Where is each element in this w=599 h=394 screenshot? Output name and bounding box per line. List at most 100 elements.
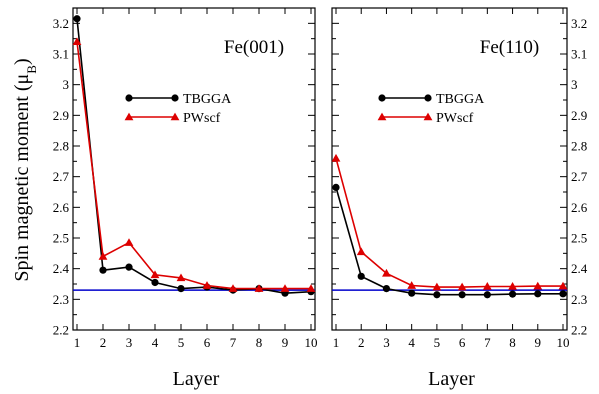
y-tick-label: 2.5 [571,231,587,246]
y-tick-label: 2.9 [53,108,69,123]
y-tick-label: 2.3 [571,292,587,307]
legend-marker-pwscf [170,112,180,121]
y-tick-label: 2.8 [571,139,587,154]
data-point-pwscf [558,281,568,290]
x-tick-label: 3 [126,335,133,350]
data-point-tbgga [559,290,567,298]
y-axis-title: Spin magnetic moment (μB) [11,58,39,281]
data-point-tbgga [458,291,466,299]
series-line-tbgga [335,187,563,296]
data-point-pwscf [356,247,366,256]
y-tick-label: 2.2 [571,323,587,338]
x-tick-label: 7 [484,335,491,350]
series-line-tbgga [76,18,312,295]
legend-marker-pwscf [124,112,134,121]
legend-marker-tbgga [424,94,432,102]
data-point-pwscf [72,37,82,46]
y-tick-label: 2.3 [53,292,69,307]
legend-label-tbgga: TBGGA [183,92,232,107]
x-axis-title: Layer [428,368,475,390]
data-point-pwscf [533,281,543,290]
data-point-pwscf [228,284,238,292]
data-point-tbgga [332,183,340,191]
data-point-pwscf [331,153,341,162]
data-point-pwscf [508,282,517,290]
y-tick-label: 2.7 [53,169,70,184]
legend-label-pwscf: PWscf [183,111,221,126]
data-point-pwscf [457,282,467,291]
data-point-pwscf [98,252,108,260]
data-point-pwscf [280,284,290,292]
data-point-tbgga [125,263,133,271]
y-tick-label: 3 [571,77,578,92]
data-point-tbgga [408,289,416,297]
x-tick-label: 2 [358,335,365,350]
y-tick-label: 2.4 [53,261,70,276]
legend-marker-tbgga [171,94,179,102]
data-point-tbgga [73,15,81,23]
x-tick-label: 1 [333,335,340,350]
data-point-pwscf [202,281,212,289]
panel-title: Fe(001) [224,37,284,58]
legend-marker-pwscf [377,112,387,121]
series-line-pwscf [335,158,563,288]
panel-title: Fe(110) [480,37,539,58]
data-point-pwscf [432,282,442,291]
x-tick-label: 8 [256,335,263,350]
data-point-tbgga [433,291,441,299]
data-point-tbgga [382,285,391,293]
plot-frame [72,7,316,331]
series-line-pwscf [76,41,311,290]
x-tick-label: 9 [535,335,542,350]
data-point-tbgga [177,285,185,293]
data-point-pwscf [407,281,417,289]
legend-marker-pwscf [423,112,433,121]
panel-fe001: 1 2 3 4 5 6 7 8 9 10 2.2 2.3 2.4 2.5 2.6 2.7 2.8 2.9 3 3.1 3… [53,7,318,390]
x-tick-label: 10 [305,335,318,350]
legend-label-pwscf: PWscf [436,111,474,126]
legend-marker-tbgga [378,94,386,102]
data-point-pwscf [306,284,316,292]
data-point-pwscf [382,268,391,277]
data-point-pwscf [150,270,160,279]
x-tick-label: 8 [509,335,516,350]
y-tick-label: 2.7 [571,169,588,184]
x-tick-label: 7 [230,335,237,350]
legend-label-tbgga: TBGGA [436,92,485,107]
y-tick-label: 2.4 [571,261,588,276]
x-tick-label: 5 [434,335,441,350]
data-point-tbgga [483,291,491,299]
x-tick-label: 10 [557,335,570,350]
y-axis-title-main: Spin magnetic moment (μ [11,74,33,282]
y-tick-label: 2.2 [53,323,69,338]
x-tick-label: 3 [383,335,390,350]
x-tick-label: 4 [408,335,415,350]
panel-fe110: 1 2 3 4 5 6 7 8 9 102.2 2.3 2.4 2.5 2.6 2.7 2.8 2.9 3 3.1 3… [331,7,588,390]
x-tick-label: 6 [459,335,466,350]
y-tick-label: 2.8 [53,139,69,154]
data-point-tbgga [357,272,365,280]
y-tick-label: 3 [63,77,70,92]
data-point-tbgga [534,290,542,298]
y-axis-title-sub: B [24,65,39,74]
y-tick-label: 2.5 [53,231,69,246]
y-tick-label: 2.6 [571,200,588,215]
x-tick-label: 2 [100,335,107,350]
y-tick-label: 3.2 [571,16,587,31]
x-tick-label: 6 [204,335,211,350]
data-point-pwscf [124,238,134,246]
data-point-tbgga [508,290,517,298]
data-point-tbgga [151,278,159,287]
legend-marker-tbgga [125,94,133,102]
x-axis-title: Layer [173,368,220,390]
x-tick-label: 9 [282,335,289,350]
data-point-pwscf [482,282,492,290]
y-tick-label: 3.1 [53,47,69,62]
x-tick-label: 1 [74,335,81,350]
y-tick-label: 3.1 [571,47,587,62]
y-axis-title-close: ) [11,58,33,65]
data-point-pwscf [176,273,186,282]
x-tick-label: 5 [178,335,185,350]
y-tick-label: 2.9 [571,108,587,123]
